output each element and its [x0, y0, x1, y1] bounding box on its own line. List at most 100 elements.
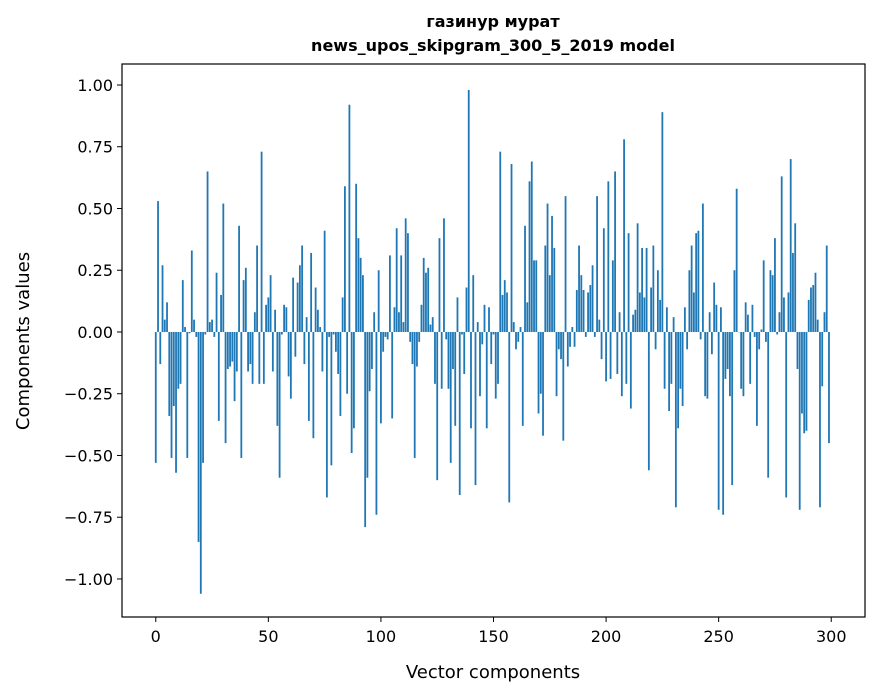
x-tick-label: 50 [258, 627, 278, 646]
bar [367, 332, 369, 478]
x-tick-label: 150 [478, 627, 509, 646]
bar [299, 265, 301, 332]
bar [812, 285, 814, 332]
plot-frame [122, 64, 865, 617]
bar [659, 300, 661, 332]
bar [601, 332, 603, 359]
bar [767, 332, 769, 478]
bar [333, 332, 335, 334]
bar [335, 332, 337, 352]
bar [292, 278, 294, 332]
y-tick-label: −0.25 [64, 385, 113, 404]
bar [729, 332, 731, 396]
bar [819, 332, 821, 507]
bar [549, 275, 551, 332]
bar [430, 325, 432, 332]
bar [682, 332, 684, 406]
bar [675, 332, 677, 507]
bar [502, 295, 504, 332]
bar [414, 332, 416, 458]
bar [173, 332, 175, 406]
bar [276, 332, 278, 426]
y-axis-label: Components values [13, 252, 34, 430]
bar [189, 332, 191, 333]
bar [207, 171, 209, 332]
bar [684, 307, 686, 332]
bar [612, 260, 614, 332]
bar [643, 297, 645, 332]
bar [677, 332, 679, 428]
bar [639, 292, 641, 332]
bar [484, 305, 486, 332]
bar [416, 332, 418, 367]
bar [398, 312, 400, 332]
bar [380, 332, 382, 423]
bar [743, 332, 745, 396]
bar [664, 332, 666, 389]
bar [452, 332, 454, 369]
bar [434, 332, 436, 384]
bar [168, 332, 170, 416]
bar [389, 255, 391, 332]
bar [463, 332, 465, 374]
bar [459, 332, 461, 495]
bar [310, 253, 312, 332]
bar [481, 332, 483, 344]
bar [227, 332, 229, 369]
bar [218, 332, 220, 421]
bar [193, 320, 195, 332]
bar [574, 332, 576, 347]
bar [425, 273, 427, 332]
bar [371, 332, 373, 369]
bar [657, 270, 659, 332]
bar [182, 280, 184, 332]
bar [312, 332, 314, 438]
bar [162, 265, 164, 332]
bar [166, 302, 168, 332]
bar [801, 332, 803, 414]
bar [443, 218, 445, 332]
bar [761, 330, 763, 332]
bar [794, 223, 796, 332]
bar [621, 332, 623, 396]
bar [594, 332, 596, 337]
bar [535, 260, 537, 332]
bar [715, 305, 717, 332]
bar [670, 332, 672, 384]
bar [373, 312, 375, 332]
bar [720, 307, 722, 332]
bar [403, 322, 405, 332]
bar [702, 204, 704, 332]
bar [596, 196, 598, 332]
bar [339, 332, 341, 416]
bar [448, 332, 450, 389]
bar [679, 332, 681, 389]
bar [349, 105, 351, 332]
bar [522, 332, 524, 426]
bar [195, 332, 197, 337]
bar [531, 162, 533, 332]
bar [749, 332, 751, 384]
bar [306, 317, 308, 332]
bar [592, 265, 594, 332]
bar [342, 297, 344, 332]
bar [159, 332, 161, 364]
bar [646, 248, 648, 332]
bar [623, 139, 625, 332]
bar [337, 332, 339, 374]
bar [439, 238, 441, 332]
bar [493, 332, 495, 334]
bar [229, 332, 231, 367]
bar [790, 159, 792, 332]
y-tick-label: 0.25 [77, 261, 113, 280]
bar [155, 332, 157, 463]
bar [752, 305, 754, 332]
bar [614, 171, 616, 332]
bar [648, 332, 650, 470]
bar [412, 332, 414, 364]
bar [405, 218, 407, 332]
bar [252, 332, 254, 384]
bar [157, 201, 159, 332]
bar [517, 332, 519, 342]
